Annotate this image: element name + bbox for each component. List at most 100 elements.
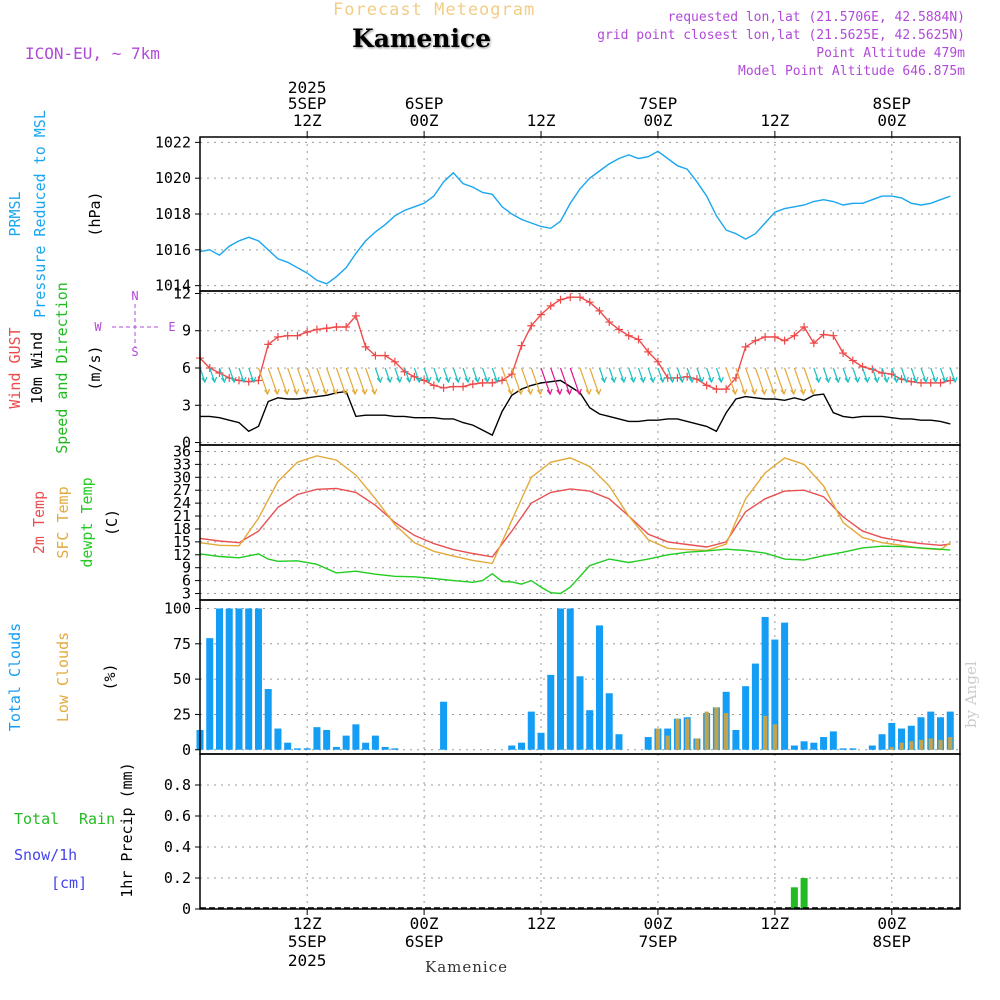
total-cloud-bar [917, 717, 925, 750]
wind-arrow-head [361, 388, 368, 396]
wind-direction-arrow [540, 367, 551, 395]
wind-direction-arrow [637, 367, 644, 383]
wind-arrow-head [932, 376, 939, 384]
wind-direction-arrow [481, 367, 489, 383]
wind-direction-arrow [228, 367, 235, 383]
gust-marker [351, 311, 360, 320]
total-cloud-bar [946, 711, 954, 750]
gust-marker [322, 324, 331, 333]
gust-marker [839, 349, 848, 358]
total-cloud-bar [206, 638, 214, 750]
gust-marker [429, 381, 438, 390]
time-label-bottom: 2025 [288, 951, 327, 970]
total-cloud-bar [527, 711, 535, 750]
gust-marker [537, 310, 546, 319]
gust-marker [566, 293, 575, 302]
wind-direction-arrow [706, 367, 713, 383]
total-cloud-bar [927, 711, 935, 750]
time-label-bottom: 6SEP [405, 932, 444, 951]
low-cloud-bar [675, 718, 680, 750]
wind-arrow-head [396, 376, 403, 384]
gust-marker [293, 331, 302, 340]
low-cloud-bar [938, 739, 943, 750]
y-tick-label: 0.4 [164, 838, 191, 856]
wind-arrow-head [415, 376, 422, 384]
gust-marker [605, 318, 614, 327]
wind-arrow-head [790, 388, 797, 396]
total-cloud-bar [810, 742, 818, 750]
precip-label-cm: [cm] [51, 874, 87, 892]
data-layer [196, 150, 960, 909]
wind-direction-arrow [764, 367, 775, 395]
low-cloud-bar [918, 739, 924, 750]
wind-direction-arrow [443, 367, 450, 383]
total-cloud-bar [829, 731, 837, 750]
wind-arrow-head [386, 376, 393, 384]
wind-arrow-head [201, 376, 208, 384]
wind-arrow-head [741, 388, 748, 396]
time-label-top: 6SEP [405, 94, 444, 113]
total-cloud-bar [615, 734, 623, 750]
time-label-bottom: 00Z [877, 914, 906, 933]
wind-arrow-head [941, 376, 948, 384]
grid-point-location: grid point closest lon,lat (21.5625E, 42… [597, 28, 965, 43]
subtitle: Forecast Meteogram [333, 0, 536, 20]
gust-marker [498, 376, 507, 385]
wind-arrow-head [546, 388, 553, 396]
gust-marker [361, 342, 370, 351]
wind-direction-arrow [725, 367, 736, 395]
wind-arrow-head [809, 388, 816, 396]
wind-direction-arrow [218, 367, 225, 383]
model-altitude: Model Point Altitude 646.875m [738, 64, 965, 79]
time-label-bottom: 7SEP [639, 932, 678, 951]
wind-arrow-head [770, 388, 777, 396]
gust-marker [478, 378, 487, 387]
low-cloud-bar [714, 707, 719, 750]
wind-direction-arrow [598, 367, 605, 383]
wind-arrow-head [264, 388, 271, 396]
wind-arrow-head [844, 376, 851, 384]
series-line-10m-wind [200, 379, 951, 437]
wind-arrow-head [912, 376, 919, 384]
panel-label: PRMSL [6, 191, 24, 236]
wind-arrow-head [435, 376, 442, 384]
time-label-bottom: 00Z [410, 914, 439, 933]
wind-direction-arrow [900, 367, 908, 383]
wind-direction-arrow [823, 367, 830, 383]
total-cloud-bar [557, 608, 565, 750]
wind-direction-arrow [248, 367, 255, 383]
wind-direction-arrow [491, 367, 498, 383]
total-cloud-bar [254, 608, 262, 750]
wind-arrow-head [273, 388, 280, 396]
wind-arrow-head [445, 376, 452, 384]
wind-direction-arrow [326, 367, 337, 395]
low-cloud-bar [899, 742, 904, 750]
wind-direction-arrow [267, 367, 278, 395]
wind-arrow-head [556, 388, 563, 396]
wind-direction-arrow [696, 367, 703, 383]
wind-direction-arrow [793, 367, 805, 395]
wind-direction-arrow [842, 367, 849, 383]
compass-e: E [168, 320, 175, 334]
total-cloud-bar [790, 745, 798, 750]
time-label-top: 2025 [288, 78, 327, 97]
panel-label: Speed and Direction [53, 282, 71, 454]
total-cloud-bar [440, 701, 448, 750]
wind-direction-arrow [413, 367, 420, 383]
wind-direction-arrow [238, 367, 245, 383]
low-cloud-bar [772, 724, 777, 750]
y-tick-label: 27 [173, 481, 191, 499]
wind-direction-arrow [774, 367, 785, 395]
gust-marker [917, 378, 926, 387]
wind-direction-arrow [257, 367, 269, 395]
wind-direction-arrow [452, 367, 459, 383]
gust-marker [653, 357, 662, 366]
gust-marker [468, 380, 477, 389]
wind-direction-arrow [462, 367, 469, 383]
total-cloud-bar [274, 728, 282, 750]
compass-n: N [131, 289, 138, 303]
gust-marker [829, 331, 838, 340]
low-cloud-bar [704, 711, 709, 750]
wind-direction-arrow [520, 367, 532, 395]
wind-arrow-head [250, 376, 257, 384]
